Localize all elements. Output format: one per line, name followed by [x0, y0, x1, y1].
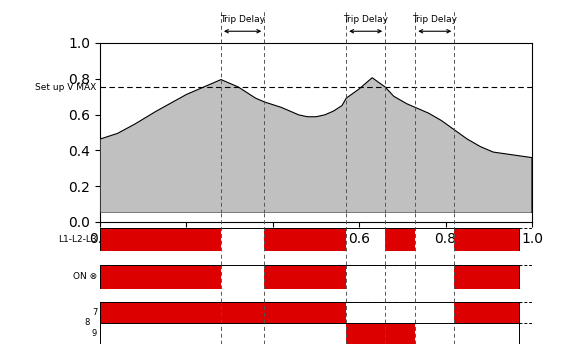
Bar — [428, 265, 435, 289]
Bar — [264, 228, 346, 251]
Bar — [385, 265, 415, 289]
Text: 8: 8 — [85, 318, 90, 328]
Bar — [100, 228, 221, 251]
Bar — [420, 265, 426, 289]
Bar — [454, 228, 519, 251]
Bar — [228, 265, 234, 289]
Bar — [351, 265, 357, 289]
Bar — [437, 265, 443, 289]
Bar — [385, 228, 415, 251]
Bar — [368, 265, 374, 289]
Bar — [454, 302, 519, 323]
Bar — [256, 265, 262, 289]
Bar — [264, 265, 346, 289]
Text: ON ⊗: ON ⊗ — [73, 272, 97, 281]
Bar — [454, 265, 519, 289]
Bar — [346, 323, 415, 344]
Text: 7: 7 — [92, 308, 97, 317]
Bar — [247, 265, 253, 289]
Bar — [100, 265, 221, 289]
Polygon shape — [100, 78, 532, 213]
Bar — [236, 265, 243, 289]
Text: Trip Delay: Trip Delay — [220, 15, 265, 24]
Text: L1-L2-L3: L1-L2-L3 — [58, 235, 97, 244]
Bar — [376, 265, 383, 289]
Bar — [346, 302, 415, 323]
Bar — [359, 265, 366, 289]
Bar — [100, 302, 346, 323]
Text: Trip Delay: Trip Delay — [412, 15, 457, 24]
Bar — [446, 265, 452, 289]
Bar — [346, 265, 415, 289]
Text: Set up V MAX: Set up V MAX — [34, 82, 96, 92]
Text: Trip Delay: Trip Delay — [343, 15, 388, 24]
Text: 9: 9 — [92, 329, 97, 338]
